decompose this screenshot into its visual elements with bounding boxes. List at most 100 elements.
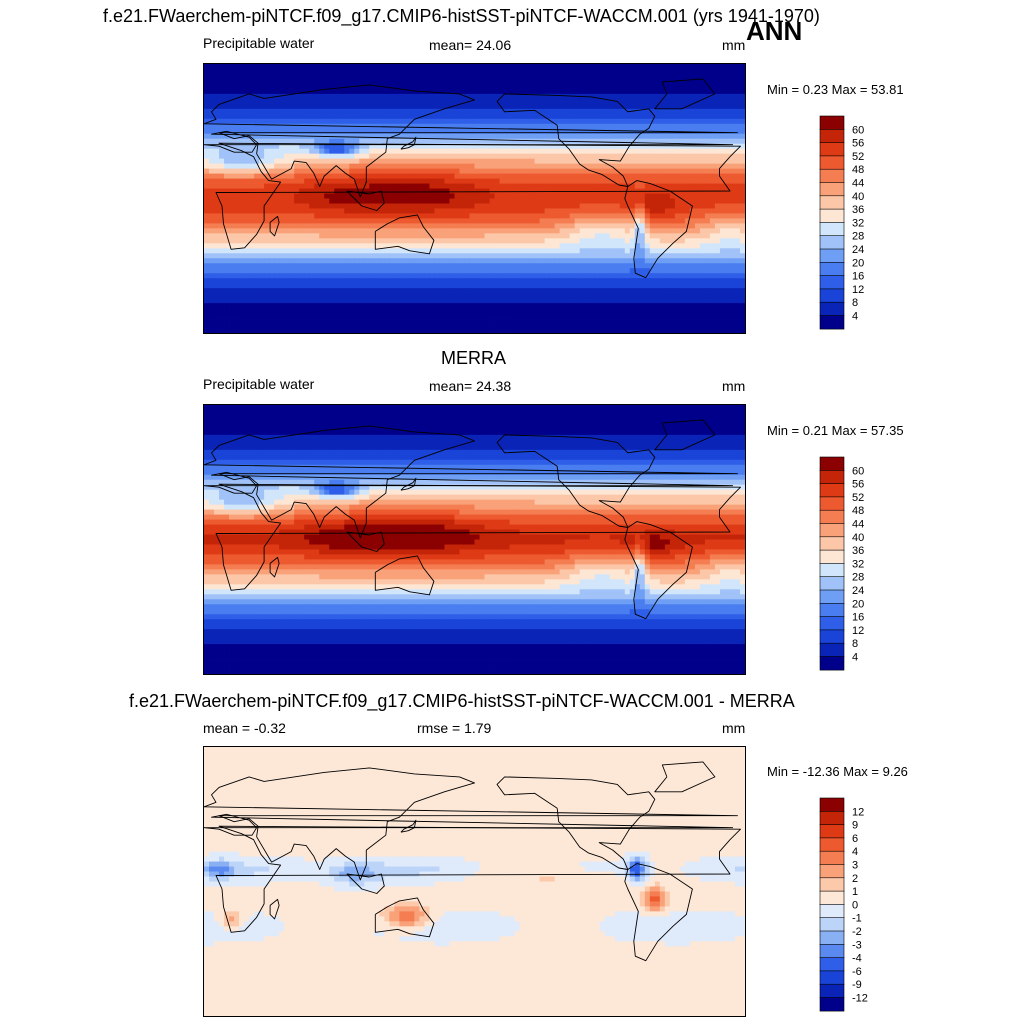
panel1-grid-cell xyxy=(369,153,375,160)
panel1-grid-cell xyxy=(214,273,220,279)
panel1-grid-cell xyxy=(229,138,235,145)
panel1-grid-cell xyxy=(674,123,681,130)
panel1-grid-cell xyxy=(404,288,410,294)
panel1-grid-cell xyxy=(329,123,335,130)
panel1-grid-cell xyxy=(634,288,641,294)
panel1-grid-cell xyxy=(609,98,616,105)
panel1-grid-cell xyxy=(724,183,731,189)
panel1-grid-cell xyxy=(549,148,556,155)
panel1-grid-cell xyxy=(234,183,240,189)
panel1-grid-cell xyxy=(344,78,350,85)
panel1-grid-cell xyxy=(374,268,380,274)
panel1-grid-cell xyxy=(524,178,530,184)
panel1-grid-cell xyxy=(614,198,621,204)
panel1-grid-cell xyxy=(609,233,616,239)
panel1-grid-cell xyxy=(299,83,305,90)
panel1-grid-cell xyxy=(429,133,435,140)
panel1-grid-cell xyxy=(434,158,440,165)
panel1-grid-cell xyxy=(434,248,440,254)
panel1-grid-cell xyxy=(594,88,601,95)
panel1-grid-cell xyxy=(419,223,425,229)
panel1-grid-cell xyxy=(414,218,420,224)
panel1-grid-cell xyxy=(674,133,681,140)
panel1-grid-cell xyxy=(504,288,510,294)
panel1-grid-cell xyxy=(429,193,435,199)
panel1-grid-cell xyxy=(284,283,290,289)
panel1-grid-cell xyxy=(354,238,360,244)
panel1-grid-cell xyxy=(314,268,320,274)
panel1-grid-cell xyxy=(619,278,626,284)
panel1-grid-cell xyxy=(449,238,455,244)
panel1-grid-cell xyxy=(519,288,525,294)
panel1-grid-cell xyxy=(649,163,656,170)
panel1-grid-cell xyxy=(609,163,616,170)
panel1-grid-cell xyxy=(619,168,626,174)
panel1-grid-cell xyxy=(429,123,435,130)
panel1-grid-cell xyxy=(404,133,410,140)
panel1-grid-cell xyxy=(364,133,370,140)
panel1-grid-cell xyxy=(224,208,230,214)
panel1-grid-cell xyxy=(504,153,510,160)
panel1-grid-cell xyxy=(449,128,455,135)
panel1-grid-cell xyxy=(734,213,741,219)
panel1-grid-cell xyxy=(354,73,360,80)
panel1-grid-cell xyxy=(329,233,335,239)
panel1-grid-cell xyxy=(414,173,420,179)
panel1-grid-cell xyxy=(264,173,270,179)
panel1-grid-cell xyxy=(509,228,515,234)
panel1-grid-cell xyxy=(654,178,661,184)
panel1-grid-cell xyxy=(259,183,265,189)
panel1-grid-cell xyxy=(504,228,510,234)
panel1-grid-cell xyxy=(299,238,305,244)
panel1-grid-cell xyxy=(669,108,676,115)
panel1-grid-cell xyxy=(359,288,365,294)
panel1-grid-cell xyxy=(394,278,400,284)
panel1-grid-cell xyxy=(269,208,275,214)
panel1-grid-cell xyxy=(499,123,505,130)
panel1-grid-cell xyxy=(214,288,220,294)
panel1-grid-cell xyxy=(719,78,726,85)
panel1-grid-cell xyxy=(474,133,480,140)
panel1-grid-cell xyxy=(209,173,215,179)
panel1-grid-cell xyxy=(459,153,465,160)
panel1-grid-cell xyxy=(344,193,350,199)
panel1-grid-cell xyxy=(389,268,395,274)
panel1-grid-cell xyxy=(464,158,470,165)
panel1-grid-cell xyxy=(639,73,646,80)
panel1-grid-cell xyxy=(359,83,365,90)
panel1-grid-cell xyxy=(674,268,681,274)
panel1-grid-cell xyxy=(684,64,691,70)
panel1-grid-cell xyxy=(489,278,495,284)
panel1-grid-cell xyxy=(289,168,295,174)
panel1-grid-cell xyxy=(239,223,245,229)
panel1-grid-cell xyxy=(419,173,425,179)
panel1-grid-cell xyxy=(349,113,355,120)
panel1-grid-cell xyxy=(529,198,536,204)
panel1-grid-cell xyxy=(449,73,455,80)
panel1-grid-cell xyxy=(279,173,285,179)
panel1-grid-cell xyxy=(554,73,561,80)
panel1-grid-cell xyxy=(699,243,706,249)
panel1-grid-cell xyxy=(374,183,380,189)
panel1-grid-cell xyxy=(429,228,435,234)
panel1-grid-cell xyxy=(394,64,400,70)
panel1-grid-cell xyxy=(419,268,425,274)
panel1-grid-cell xyxy=(539,233,546,239)
panel1-grid-cell xyxy=(469,288,475,294)
panel1-grid-cell xyxy=(224,88,230,95)
panel1-grid-cell xyxy=(674,103,681,110)
panel1-grid-cell xyxy=(389,248,395,254)
panel1-grid-cell xyxy=(724,128,731,135)
panel1-grid-cell xyxy=(464,233,470,239)
panel1-grid-cell xyxy=(279,168,285,174)
panel1-grid-cell xyxy=(254,263,260,269)
panel1-grid-cell xyxy=(634,168,641,174)
panel1-grid-cell xyxy=(719,208,726,214)
panel1-grid-cell xyxy=(629,223,636,229)
panel1-grid-cell xyxy=(694,108,701,115)
panel1-grid-cell xyxy=(399,283,405,289)
panel1-grid-cell xyxy=(384,158,390,165)
panel1-grid-cell xyxy=(249,133,255,140)
panel1-grid-cell xyxy=(374,173,380,179)
panel1-grid-cell xyxy=(229,163,235,170)
